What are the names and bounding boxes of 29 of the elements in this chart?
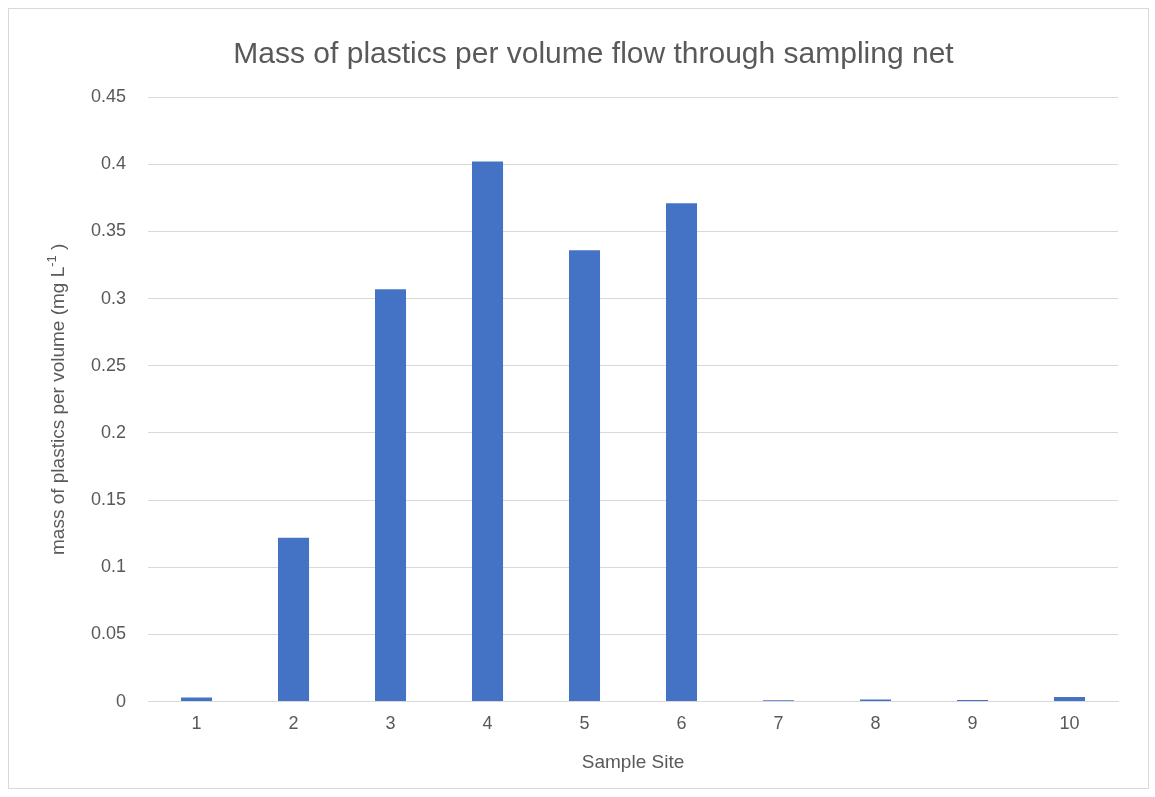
x-tick-label: 1 xyxy=(191,713,202,734)
y-tick-label: 0.15 xyxy=(90,489,127,510)
y-tick-label: 0.45 xyxy=(90,85,127,106)
chart-title: Mass of plastics per volume flow through sampling net xyxy=(233,36,955,70)
y-tick-label: 0.4 xyxy=(101,153,127,174)
x-tick-label: 10 xyxy=(1059,713,1080,734)
bar xyxy=(472,161,504,702)
y-tick-label: 0 xyxy=(116,690,127,711)
bar xyxy=(1053,696,1086,702)
y-tick-label: 0.3 xyxy=(101,287,127,308)
y-axis-title: mass of plastics per volume (mg L-1 ) xyxy=(43,243,69,556)
x-tick-label: 2 xyxy=(288,713,299,734)
x-tick-label: 7 xyxy=(773,713,784,734)
bar xyxy=(375,289,407,702)
x-tick-label: 9 xyxy=(967,713,978,734)
x-tick-label: 6 xyxy=(676,713,687,734)
x-tick-label: 3 xyxy=(385,713,396,734)
y-tick-label: 0.2 xyxy=(101,421,127,442)
bar xyxy=(278,537,310,702)
x-tick-label: 4 xyxy=(482,713,493,734)
y-tick-label: 0.25 xyxy=(90,354,127,375)
x-tick-label: 5 xyxy=(579,713,590,734)
y-tick-label: 0.35 xyxy=(90,220,127,241)
y-tick-label: 0.05 xyxy=(90,623,127,644)
y-tick-label: 0.1 xyxy=(101,556,127,577)
bar xyxy=(666,203,698,702)
x-axis-title: Sample Site xyxy=(581,750,685,772)
bar xyxy=(569,250,601,702)
x-tick-label: 8 xyxy=(870,713,881,734)
